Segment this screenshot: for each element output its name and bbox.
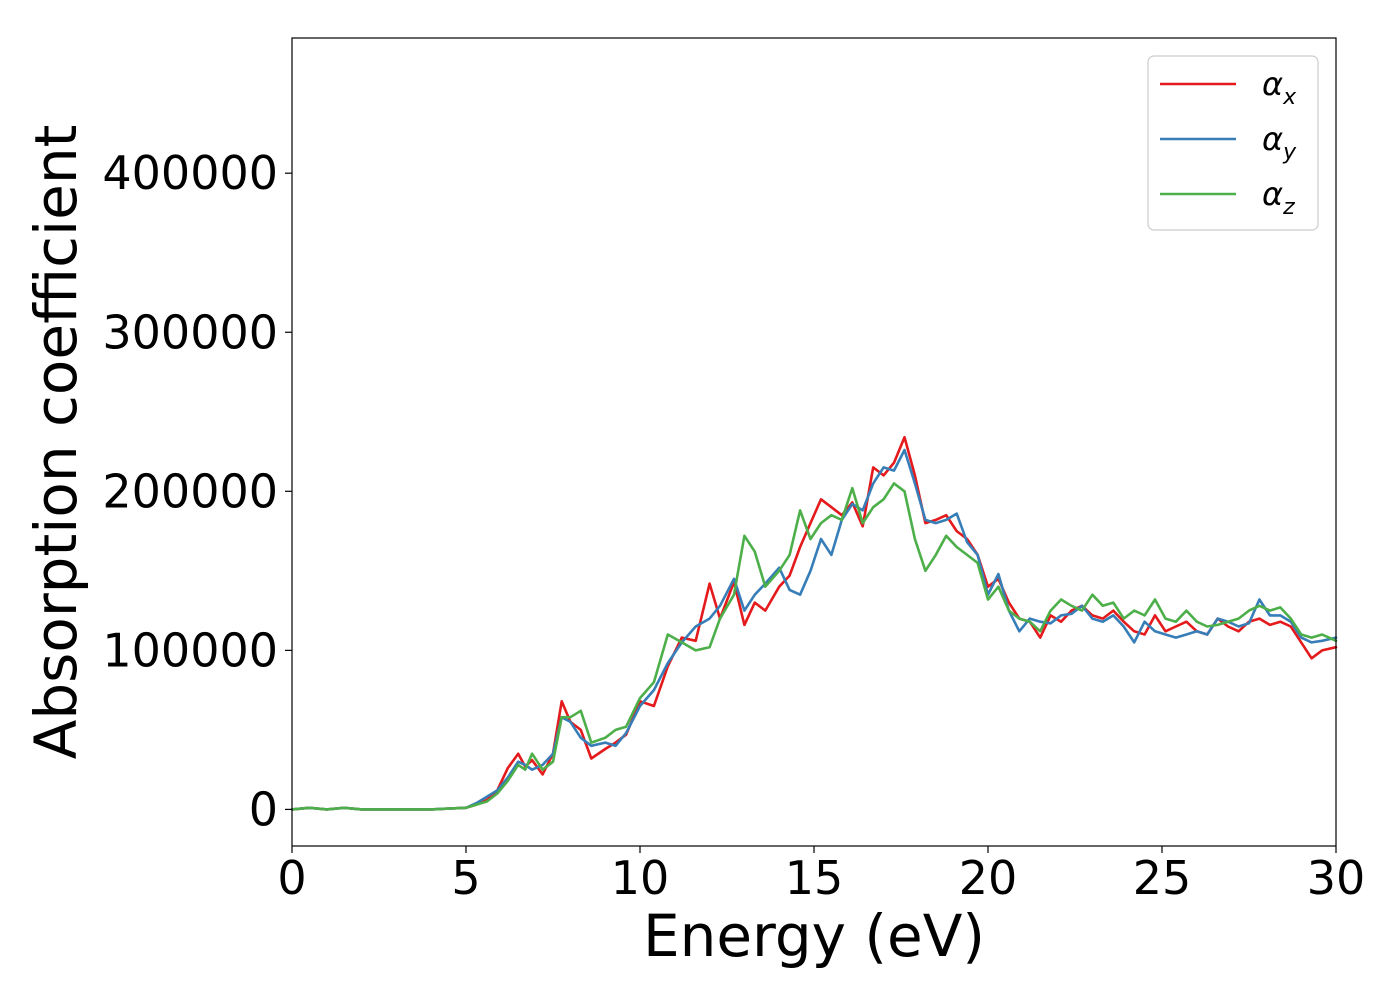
x-tick-label: 10: [611, 851, 670, 905]
y-tick-label: 0: [249, 782, 278, 836]
legend-box: [1147, 55, 1319, 231]
y-tick-label: 100000: [102, 623, 278, 677]
x-axis-ticks: 0 5 10 15 20 25 30: [277, 846, 1365, 905]
x-tick-label: 0: [277, 851, 306, 905]
y-tick-label: 300000: [102, 305, 278, 359]
series-line-y: [290, 448, 1338, 811]
x-axis-label: Energy (eV): [643, 902, 985, 970]
series-layer: [290, 435, 1338, 811]
y-axis-label: Absorption coefficient: [22, 125, 90, 760]
series-line-z: [290, 482, 1338, 811]
x-tick-label: 5: [451, 851, 480, 905]
y-axis-ticks: 0 100000 200000 300000 400000: [102, 146, 292, 836]
y-tick-label: 400000: [102, 146, 278, 200]
x-tick-label: 20: [959, 851, 1018, 905]
x-tick-label: 25: [1133, 851, 1192, 905]
x-tick-label: 30: [1307, 851, 1366, 905]
y-tick-label: 200000: [102, 464, 278, 518]
x-tick-label: 15: [785, 851, 844, 905]
